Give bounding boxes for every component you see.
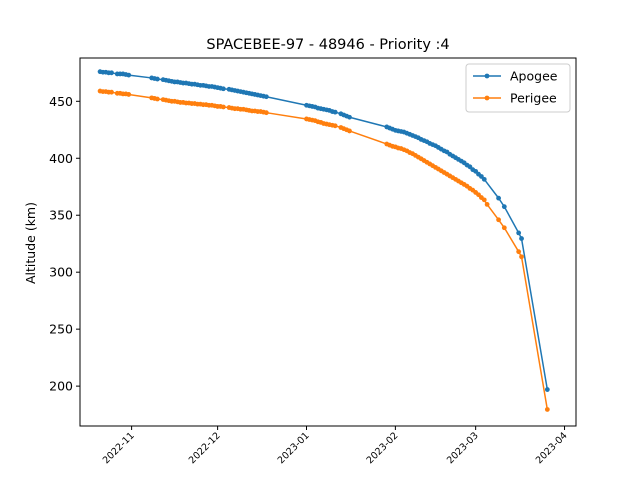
series-perigee xyxy=(97,88,550,412)
legend-marker xyxy=(484,95,490,101)
data-point xyxy=(516,249,522,255)
data-point xyxy=(519,236,524,241)
data-point xyxy=(109,70,114,76)
data-point xyxy=(544,387,550,392)
data-point xyxy=(126,72,132,78)
y-tick-label: 400 xyxy=(49,151,73,166)
data-point xyxy=(332,123,338,129)
legend-marker xyxy=(484,73,490,79)
data-point xyxy=(109,89,114,95)
y-tick-label: 300 xyxy=(49,265,73,280)
axes-frame xyxy=(79,57,577,427)
plot-series xyxy=(97,69,550,412)
data-point xyxy=(263,94,269,100)
data-point xyxy=(481,176,487,182)
y-tick-label: 200 xyxy=(49,379,73,394)
legend: Apogee Perigee xyxy=(465,63,571,113)
legend-label: Apogee xyxy=(510,69,558,84)
legend-label: Perigee xyxy=(510,91,557,106)
series-apogee xyxy=(97,69,550,392)
y-axis-ticks: 200 250 300 350 400 450 xyxy=(49,94,80,394)
data-point xyxy=(501,204,507,210)
chart-title: SPACEBEE-97 - 48946 - Priority :4 xyxy=(206,37,449,53)
data-point xyxy=(347,128,352,134)
data-point xyxy=(220,104,226,110)
y-tick-label: 450 xyxy=(49,94,73,109)
data-point xyxy=(481,197,487,203)
y-tick-label: 350 xyxy=(49,208,73,223)
data-point xyxy=(484,202,490,207)
data-point xyxy=(155,76,160,82)
data-point xyxy=(220,86,226,92)
data-point xyxy=(501,225,507,231)
y-tick-label: 250 xyxy=(49,322,73,337)
data-point xyxy=(263,110,269,116)
data-point xyxy=(519,254,524,260)
data-point xyxy=(544,407,550,412)
data-point xyxy=(347,114,352,120)
data-point xyxy=(496,217,501,223)
data-point xyxy=(332,109,338,115)
data-point xyxy=(155,96,160,102)
y-axis-label: Altitude (km) xyxy=(23,202,38,284)
data-point xyxy=(496,195,501,201)
data-point xyxy=(126,92,132,97)
data-point xyxy=(516,230,522,236)
